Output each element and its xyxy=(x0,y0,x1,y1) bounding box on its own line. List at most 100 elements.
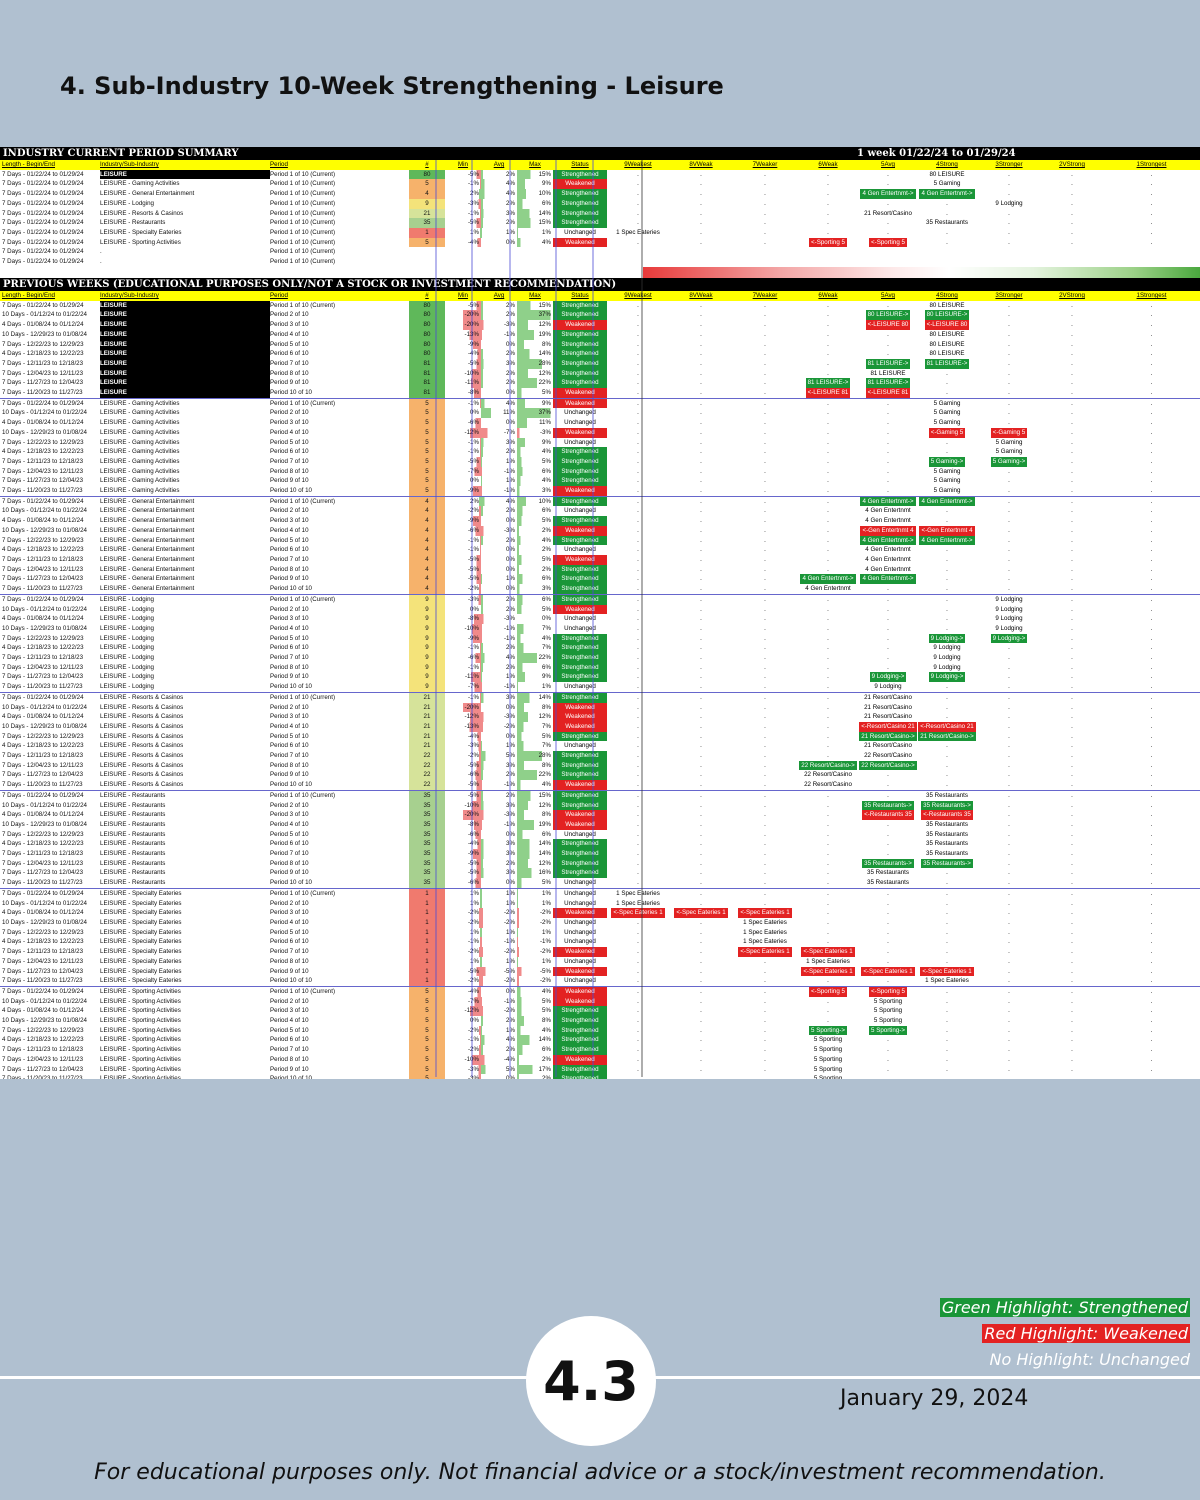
strength-level-cell: . xyxy=(700,869,702,877)
strength-level-cell: . xyxy=(887,919,889,926)
strength-level-cell: . xyxy=(1150,448,1153,456)
strength-level-cell: 4 Gen Entertnmt-> xyxy=(859,189,917,199)
industry-cell: LEISURE - Lodging xyxy=(100,683,154,691)
strength-level-cell: . xyxy=(700,811,702,819)
strength-level-cell: 9 Lodging xyxy=(977,605,1041,615)
avg-cell: -1% xyxy=(481,329,517,340)
strength-level-cell: . xyxy=(1103,887,1200,899)
strength-level-cell: . xyxy=(764,546,766,554)
strength-level-cell: . xyxy=(1150,752,1153,760)
strength-level-cell: . xyxy=(1008,301,1010,309)
industry-cell: . xyxy=(100,248,102,256)
max-cell: 2% xyxy=(517,1074,553,1079)
strength-level-cell: . xyxy=(764,732,766,740)
period-cell: Period 4 of 10 xyxy=(270,624,309,632)
length-cell: 7 Days - 01/22/24 to 01/29/24 xyxy=(2,199,84,207)
max-cell: 12% xyxy=(517,800,553,811)
length-cell: 10 Days - 12/29/23 to 01/08/24 xyxy=(2,1017,87,1025)
industry-cell: LEISURE - General Entertainment xyxy=(100,585,195,593)
industry-cell: LEISURE xyxy=(100,358,270,369)
strength-level-cell: . xyxy=(887,957,889,965)
strength-level-cell: . xyxy=(827,565,829,573)
strength-level-cell: . xyxy=(887,663,889,671)
strength-level-cell: <-Gen Entertnmt 4 xyxy=(917,525,977,536)
status-cell: Weakened xyxy=(553,388,607,399)
strength-level-cell: . xyxy=(946,879,948,887)
strength-level-cell: . xyxy=(1071,938,1073,946)
count-cell: 5 xyxy=(409,397,445,409)
strength-level-cell: . xyxy=(669,887,733,899)
strength-level-cell: . xyxy=(1008,228,1010,236)
status-cell: Strengthened xyxy=(553,1045,607,1055)
length-cell: 7 Days - 12/04/23 to 12/11/23 xyxy=(2,859,84,867)
period-cell: Period 1 of 10 (Current) xyxy=(270,593,409,605)
length-cell: 7 Days - 01/22/24 to 01/29/24 xyxy=(0,397,100,409)
avg-cell: -1% xyxy=(481,466,517,477)
industry-cell: LEISURE - Restaurants xyxy=(100,879,166,887)
status-cell: Unchanged xyxy=(553,682,607,693)
strength-label: 1 Spec Eateries xyxy=(743,919,787,926)
min-cell: 1% xyxy=(445,927,481,938)
strength-level-cell: 4 Gen Entertnmt-> xyxy=(859,574,917,585)
strength-level-cell: . xyxy=(827,448,829,456)
page-number-badge: 4.3 xyxy=(526,1316,656,1446)
strength-level-cell: 5 Gaming xyxy=(917,408,977,418)
strength-level-cell: 5 Gaming xyxy=(917,179,977,189)
strength-level-cell: . xyxy=(1150,713,1153,721)
avg-cell: -2% xyxy=(481,976,517,987)
strength-level-cell: . xyxy=(1071,340,1073,348)
avg-cell: 4% xyxy=(481,189,517,199)
table-row: 4 Days - 12/18/23 to 12/22/23 LEISURE - G… xyxy=(0,545,1200,555)
max-cell: 15% xyxy=(517,218,553,228)
length-cell: 7 Days - 01/22/24 to 01/29/24 xyxy=(0,691,100,703)
strength-level-cell: . xyxy=(637,477,639,485)
avg-cell: 2% xyxy=(481,858,517,869)
avg-cell xyxy=(481,247,517,257)
count-cell: 4 xyxy=(409,574,445,585)
count-cell: 9 xyxy=(409,672,445,683)
strength-level-cell: . xyxy=(946,605,948,613)
strength-label: <-Resort/Casino 21 xyxy=(918,721,976,732)
strength-level-cell: . xyxy=(1150,1075,1153,1079)
status-cell: Strengthened xyxy=(553,476,607,487)
strength-level-cell: . xyxy=(764,859,766,867)
strength-level-cell: . xyxy=(827,340,829,348)
strength-level-cell: . xyxy=(946,555,948,563)
strength-level-cell: . xyxy=(700,761,702,769)
status-cell: Strengthened xyxy=(553,653,607,663)
min-cell: -3% xyxy=(445,741,481,752)
strength-level-cell: 21 Resort/Casino xyxy=(859,691,917,703)
strength-level-cell: 9 Lodging xyxy=(917,643,977,653)
strength-level-cell: . xyxy=(946,448,948,456)
strength-level-cell: . xyxy=(764,180,766,188)
strength-level-cell: . xyxy=(637,467,639,475)
industry-cell: LEISURE - Sporting Activities xyxy=(100,997,181,1005)
status-cell: Weakened xyxy=(553,525,607,536)
period-cell: Period 1 of 10 (Current) xyxy=(270,495,409,507)
strength-level-cell: 1 Spec Eateries xyxy=(797,957,859,967)
strength-label: <-Spec Eateries 1 xyxy=(801,966,855,977)
industry-cell: LEISURE - Sporting Activities xyxy=(100,1075,181,1079)
min-cell: -1% xyxy=(445,545,481,555)
strength-level-cell: 4 Gen Entertnmt-> xyxy=(917,495,977,507)
table-row: 10 Days - 01/12/24 to 01/22/24 LEISURE - … xyxy=(0,408,1200,419)
table-row: 4 Days - 01/08/24 to 01/12/24 LEISURE - S… xyxy=(0,1006,1200,1017)
industry-cell: LEISURE - General Entertainment xyxy=(100,575,195,583)
min-cell: -2% xyxy=(445,584,481,595)
period-cell: Period 10 of 10 xyxy=(270,487,312,495)
count-cell: 5 xyxy=(409,1006,445,1017)
strength-level-cell: . xyxy=(1150,575,1153,583)
industry-cell: LEISURE - Lodging xyxy=(100,615,154,623)
strength-level-cell: . xyxy=(700,634,702,642)
max-cell: 4% xyxy=(517,633,553,644)
strength-level-cell: . xyxy=(946,199,948,207)
strength-level-cell: . xyxy=(1008,350,1010,358)
strength-level-cell: . xyxy=(1071,438,1073,446)
status-cell: Strengthened xyxy=(553,691,607,703)
strength-level-cell: . xyxy=(917,887,977,899)
strength-level-cell: . xyxy=(700,311,702,319)
strength-level-cell: . xyxy=(1071,820,1073,828)
period-cell: Period 9 of 10 xyxy=(270,477,309,485)
strength-level-cell: . xyxy=(733,495,797,507)
period-cell: Period 3 of 10 xyxy=(270,811,309,819)
